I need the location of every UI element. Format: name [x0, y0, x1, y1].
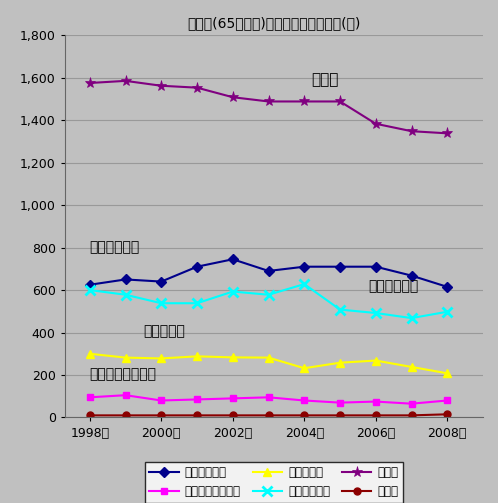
その他: [408, 412, 414, 418]
歩行中: [158, 82, 164, 89]
原付乗車中: [230, 355, 236, 361]
Text: 自動二輪車乗車中: 自動二輪車乗車中: [90, 367, 157, 381]
自転車乗用中: [123, 292, 128, 298]
その他: [87, 412, 93, 418]
その他: [123, 412, 128, 418]
歩行中: [87, 80, 93, 86]
自転車乗用中: [87, 287, 93, 293]
自動二輪車乗車中: [230, 395, 236, 401]
自動車乗車中: [373, 264, 379, 270]
原付乗車中: [194, 353, 200, 359]
Text: 原付乗車中: 原付乗車中: [143, 324, 185, 338]
自動二輪車乗車中: [123, 392, 128, 398]
自動車乗車中: [265, 268, 271, 274]
歩行中: [337, 99, 343, 105]
Line: 歩行中: 歩行中: [84, 75, 453, 139]
自転車乗用中: [301, 281, 307, 287]
自転車乗用中: [408, 315, 414, 321]
歩行中: [194, 85, 200, 91]
その他: [373, 412, 379, 418]
Title: 高齢者(65歳以上)の状態別死者数推移(人): 高齢者(65歳以上)の状態別死者数推移(人): [187, 16, 361, 30]
Line: 自動車乗車中: 自動車乗車中: [86, 256, 451, 290]
歩行中: [408, 128, 414, 134]
原付乗車中: [373, 358, 379, 364]
自動車乗車中: [408, 273, 414, 279]
原付乗車中: [337, 360, 343, 366]
自動二輪車乗車中: [408, 401, 414, 407]
自動車乗車中: [337, 264, 343, 270]
自動車乗車中: [158, 279, 164, 285]
自転車乗用中: [194, 300, 200, 306]
その他: [265, 412, 271, 418]
自動車乗車中: [301, 264, 307, 270]
自動車乗車中: [194, 264, 200, 270]
自動車乗車中: [444, 284, 450, 290]
自転車乗用中: [444, 309, 450, 315]
歩行中: [301, 99, 307, 105]
自転車乗用中: [337, 307, 343, 313]
Line: 自転車乗用中: 自転車乗用中: [85, 279, 452, 323]
自転車乗用中: [373, 310, 379, 316]
歩行中: [230, 94, 236, 100]
Line: 自動二輪車乗車中: 自動二輪車乗車中: [86, 392, 451, 407]
原付乗車中: [408, 364, 414, 370]
自動二輪車乗車中: [265, 394, 271, 400]
自動二輪車乗車中: [194, 396, 200, 402]
自転車乗用中: [265, 292, 271, 298]
原付乗車中: [444, 370, 450, 376]
原付乗車中: [87, 351, 93, 357]
Line: 原付乗車中: 原付乗車中: [86, 350, 452, 377]
歩行中: [123, 78, 128, 84]
自動二輪車乗車中: [87, 394, 93, 400]
歩行中: [444, 130, 450, 136]
その他: [194, 412, 200, 418]
自動車乗車中: [123, 277, 128, 283]
Line: その他: その他: [86, 411, 451, 419]
原付乗車中: [265, 355, 271, 361]
その他: [337, 412, 343, 418]
自動車乗車中: [87, 282, 93, 288]
その他: [158, 412, 164, 418]
Legend: 自動車乗車中, 自動二輪車乗車中, 原付乗車中, 自転車乗用中, 歩行中, その他: 自動車乗車中, 自動二輪車乗車中, 原付乗車中, 自転車乗用中, 歩行中, その…: [145, 462, 403, 503]
自動二輪車乗車中: [444, 397, 450, 403]
その他: [230, 412, 236, 418]
その他: [444, 411, 450, 417]
Text: 歩行中: 歩行中: [311, 72, 339, 87]
自動二輪車乗車中: [301, 397, 307, 403]
その他: [301, 412, 307, 418]
原付乗車中: [301, 365, 307, 371]
自転車乗用中: [230, 289, 236, 295]
Text: 自動車乗車中: 自動車乗車中: [90, 240, 140, 254]
歩行中: [373, 121, 379, 127]
自動二輪車乗車中: [158, 397, 164, 403]
Text: 自転車乗車中: 自転車乗車中: [369, 280, 419, 294]
自転車乗用中: [158, 300, 164, 306]
自動車乗車中: [230, 256, 236, 262]
自動二輪車乗車中: [373, 398, 379, 404]
歩行中: [265, 99, 271, 105]
自動二輪車乗車中: [337, 399, 343, 405]
原付乗車中: [158, 356, 164, 362]
原付乗車中: [123, 355, 128, 361]
